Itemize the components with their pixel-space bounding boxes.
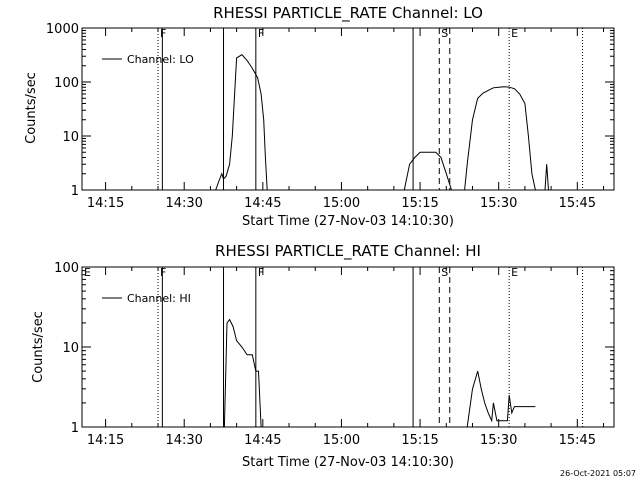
event-marker-label: S	[441, 266, 448, 279]
x-tick-label: 15:30	[480, 433, 517, 448]
data-series-line	[544, 164, 549, 191]
footer-timestamp: 26-Oct-2021 05:07	[560, 469, 636, 478]
event-marker-label: E	[511, 27, 518, 40]
event-marker-label: F	[160, 27, 166, 40]
x-tick-label: 15:00	[323, 433, 360, 448]
y-axis-label: Counts/sec	[24, 72, 39, 144]
x-tick-label: 14:30	[165, 433, 202, 448]
x-tick-label: 14:45	[244, 433, 281, 448]
legend-entry: Channel: HI	[127, 292, 191, 305]
lo-channel-panel: RHESSI PARTICLE_RATE Channel: LO Counts/…	[24, 4, 615, 229]
event-marker-label: S	[441, 27, 448, 40]
x-axis-label: Start Time (27-Nov-03 14:10:30)	[242, 455, 454, 470]
event-marker-label: E	[511, 266, 518, 279]
x-tick-label: 15:00	[323, 196, 360, 211]
event-marker-label: F	[258, 27, 264, 40]
y-tick-label: 10	[62, 130, 79, 145]
plot-axes: 14:15 14:30 14:45 15:00 15:15 15:30 15:45 1 10 10…	[46, 22, 615, 211]
event-marker-label: F	[160, 266, 166, 279]
x-tick-label: 15:45	[559, 433, 596, 448]
y-tick-label: 10	[62, 341, 79, 356]
y-tick-label: 1	[71, 421, 79, 436]
x-tick-label: 15:30	[480, 196, 517, 211]
x-tick-label: 15:45	[559, 196, 596, 211]
x-axis-label: Start Time (27-Nov-03 14:10:30)	[242, 214, 454, 229]
data-series-line	[223, 318, 262, 428]
data-series-line	[464, 86, 536, 191]
event-marker-label: F	[258, 266, 264, 279]
y-tick-label: 100	[54, 261, 79, 276]
plot-frame	[81, 27, 615, 191]
x-tick-label: 15:15	[401, 433, 438, 448]
y-axis-label: Counts/sec	[31, 311, 46, 383]
plot-axes: 14:15 14:30 14:45 15:00 15:15 15:30 15:45 1 10 10…	[54, 261, 615, 448]
data-series-line	[466, 370, 536, 428]
plot-frame	[81, 266, 615, 428]
data-series-line	[215, 54, 268, 191]
x-tick-label: 14:15	[87, 196, 124, 211]
hi-channel-panel: RHESSI PARTICLE_RATE Channel: HI Counts/…	[31, 242, 615, 470]
x-tick-label: 14:15	[87, 433, 124, 448]
x-tick-label: 15:15	[401, 196, 438, 211]
y-tick-label: 1000	[46, 22, 79, 37]
event-marker-label: E	[84, 266, 91, 279]
y-tick-label: 1	[71, 184, 79, 199]
chart-title: RHESSI PARTICLE_RATE Channel: HI	[215, 242, 481, 261]
data-series-line	[403, 151, 452, 191]
legend-entry: Channel: LO	[127, 53, 194, 66]
x-tick-label: 14:30	[165, 196, 202, 211]
x-tick-label: 14:45	[244, 196, 281, 211]
y-tick-label: 100	[54, 76, 79, 91]
chart-title: RHESSI PARTICLE_RATE Channel: LO	[213, 4, 483, 23]
